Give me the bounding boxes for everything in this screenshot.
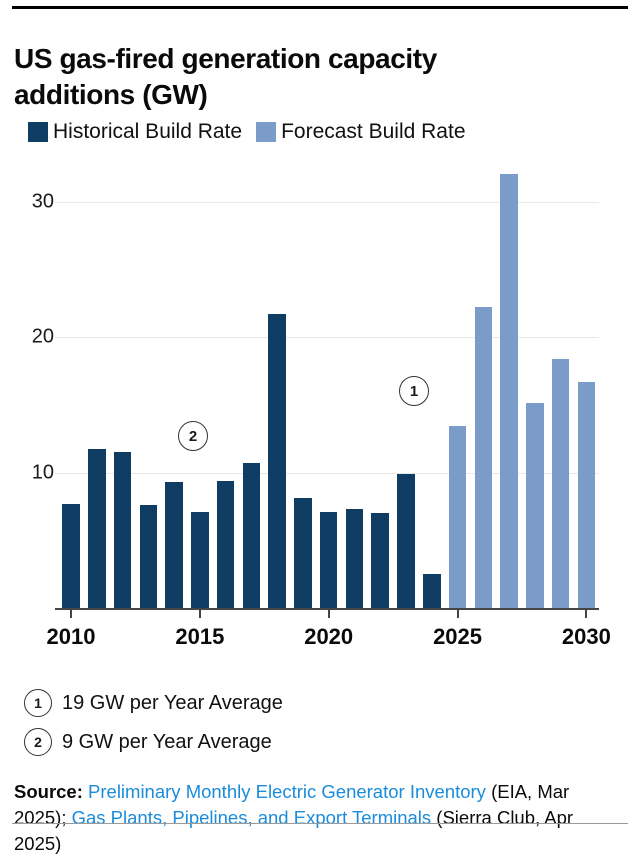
gridline-20 [55,337,599,338]
bar-2011 [88,449,106,608]
bar-chart: 1 2 10 20 30 2010 2015 2020 2025 2030 [31,174,611,649]
legend-item-forecast: Forecast Build Rate [256,120,466,144]
x-tick-2015 [198,610,201,618]
bar-2012 [113,452,132,608]
y-tick-label-30: 30 [31,190,54,212]
annotation-key-text-2: 9 GW per Year Average [62,730,272,753]
bar-2024 [423,574,441,608]
bar-2017 [242,463,261,608]
bar-2021 [345,509,364,608]
source-link-3[interactable]: Gas Plants, Pipelines, and Export Termin… [71,806,432,828]
legend-label-historical: Historical Build Rate [53,120,243,143]
bar-2026 [474,307,493,608]
bar-2029 [551,358,570,608]
historical-swatch [28,122,48,142]
top-rule [12,6,628,9]
x-tick-2010 [70,610,72,618]
y-tick-label-20: 20 [31,325,54,348]
source-text-0: Source: [14,780,89,802]
x-tick-label-2015: 2015 [175,624,225,649]
legend-item-historical: Historical Build Rate [28,120,242,144]
bar-2028 [526,403,544,608]
x-tick-label-2025: 2025 [433,624,483,649]
bar-2016 [216,480,235,608]
annotation-key-circle-1: 1 [24,689,52,717]
bar-2015 [191,511,209,608]
x-tick-2020 [327,610,330,618]
annotation-key-circle-2: 2 [24,728,52,756]
source-link-1[interactable]: Preliminary Monthly Electric Generator I… [88,780,486,802]
legend: Historical Build Rate Forecast Build Rat… [28,120,466,144]
annotation-circle-2: 2 [178,421,208,451]
bar-2014 [165,481,183,608]
legend-label-forecast: Forecast Build Rate [281,120,466,143]
x-tick-2025 [456,610,459,618]
x-tick-label-2010: 2010 [46,624,96,649]
bar-2018 [268,313,286,608]
annotation-key-row-1: 1 19 GW per Year Average [24,689,283,717]
bar-2023 [397,473,415,608]
annotation-key-text-1: 19 GW per Year Average [62,691,283,714]
bar-2013 [139,505,158,608]
gridline-30 [55,201,599,203]
bar-2019 [294,498,312,608]
annotation-key-row-2: 2 9 GW per Year Average [24,728,283,756]
annotation-circle-1: 1 [399,376,429,406]
forecast-swatch [256,122,277,142]
source-line: Source: Preliminary Monthly Electric Gen… [14,779,620,857]
x-tick-label-2030: 2030 [561,624,611,649]
gridline-10 [55,472,599,474]
bar-2025 [448,426,467,608]
x-axis-line [55,608,599,610]
bar-2020 [319,511,338,608]
source-text-2: (EIA, Mar 2025); [14,780,570,828]
bar-2030 [577,381,596,608]
bottom-rule [12,823,628,824]
bar-2010 [62,503,80,608]
bar-2022 [371,513,389,608]
bar-2027 [500,174,518,608]
x-tick-label-2020: 2020 [304,624,354,649]
y-tick-label-10: 10 [31,461,54,483]
annotation-key: 1 19 GW per Year Average 2 9 GW per Year… [24,689,283,756]
x-tick-2030 [585,610,588,618]
chart-title: US gas-fired generation capacity additio… [14,42,437,110]
